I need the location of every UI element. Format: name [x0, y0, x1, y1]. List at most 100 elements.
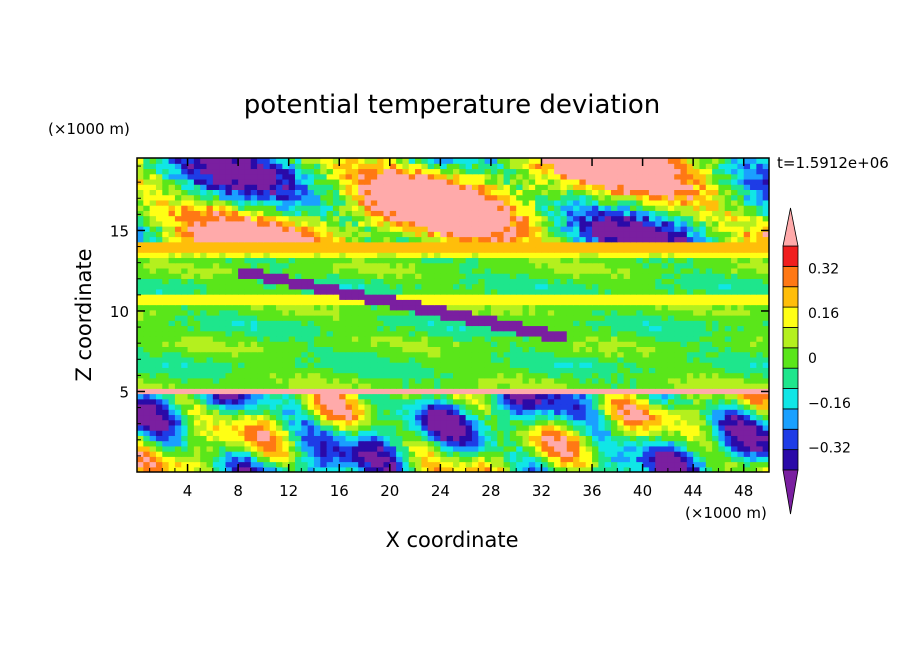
heatmap-cell [636, 398, 644, 405]
heatmap-cell [238, 335, 246, 342]
heatmap-cell [731, 226, 738, 232]
heatmap-cell [611, 288, 618, 295]
heatmap-cell [408, 383, 416, 389]
heatmap-cell [554, 372, 562, 379]
heatmap-cell [440, 241, 448, 248]
heatmap-cell [193, 236, 201, 243]
heatmap-cell [554, 419, 562, 426]
heatmap-cell [377, 335, 385, 342]
heatmap-cell [396, 430, 404, 436]
heatmap-cell [288, 414, 296, 421]
heatmap-cell [661, 283, 669, 290]
heatmap-cell [250, 351, 258, 358]
heatmap-cell [648, 294, 656, 300]
heatmap-cell [345, 320, 353, 327]
heatmap-cell [636, 309, 644, 316]
heatmap-cell [478, 220, 486, 227]
heatmap-cell [358, 362, 366, 368]
heatmap-cell [396, 210, 404, 217]
heatmap-cell [389, 294, 397, 300]
heatmap-cell [364, 241, 372, 248]
heatmap-cell [629, 383, 637, 389]
heatmap-cell [598, 252, 606, 259]
heatmap-cell [238, 325, 246, 332]
heatmap-cell [699, 299, 707, 306]
heatmap-cell [573, 346, 580, 353]
heatmap-cell [617, 372, 625, 379]
heatmap-cell [396, 451, 404, 457]
heatmap-cell [421, 283, 429, 290]
heatmap-cell [383, 257, 391, 264]
heatmap-cell [522, 304, 530, 311]
heatmap-cell [250, 419, 258, 426]
heatmap-cell [358, 466, 366, 472]
heatmap-cell [459, 403, 467, 410]
heatmap-cell [484, 403, 492, 410]
heatmap-cell [636, 356, 644, 363]
heatmap-cell [440, 304, 448, 311]
heatmap-cell [509, 294, 517, 300]
heatmap-cell [143, 246, 151, 253]
heatmap-cell [408, 388, 416, 395]
heatmap-cell [415, 210, 422, 217]
heatmap-cell [674, 367, 682, 374]
heatmap-cell [705, 377, 713, 384]
heatmap-cell [174, 372, 182, 379]
heatmap-cell [554, 403, 562, 410]
heatmap-cell [383, 288, 391, 295]
heatmap-cell [471, 409, 479, 416]
heatmap-cell [257, 330, 264, 337]
heatmap-cell [193, 440, 201, 447]
heatmap-cell [680, 393, 688, 400]
heatmap-cell [250, 273, 258, 279]
heatmap-cell [509, 246, 517, 253]
heatmap-cell [440, 461, 448, 468]
heatmap-cell [560, 236, 568, 243]
heatmap-cell [168, 215, 176, 222]
heatmap-cell [528, 210, 536, 217]
heatmap-cell [629, 403, 637, 410]
heatmap-cell [661, 372, 669, 379]
heatmap-cell [383, 226, 391, 232]
heatmap-cell [686, 341, 694, 347]
heatmap-cell [434, 241, 441, 248]
heatmap-cell [490, 398, 498, 405]
heatmap-cell [522, 325, 530, 332]
heatmap-cell [219, 466, 227, 472]
heatmap-cell [516, 267, 524, 274]
heatmap-cell [453, 346, 460, 353]
heatmap-cell [345, 299, 353, 306]
heatmap-cell [623, 383, 631, 389]
heatmap-cell [699, 451, 707, 457]
heatmap-cell [332, 398, 340, 405]
heatmap-cell [737, 409, 745, 416]
heatmap-cell [225, 246, 233, 253]
heatmap-cell [459, 241, 467, 248]
heatmap-cell [611, 257, 618, 264]
heatmap-cell [288, 341, 296, 347]
heatmap-cell [181, 288, 189, 295]
heatmap-cell [421, 367, 429, 374]
heatmap-cell [143, 440, 151, 447]
heatmap-cell [528, 267, 536, 274]
heatmap-cell [358, 430, 366, 436]
heatmap-cell [459, 440, 467, 447]
heatmap-cell [617, 445, 625, 452]
heatmap-cell [137, 283, 144, 290]
heatmap-cell [712, 304, 720, 311]
heatmap-cell [750, 377, 757, 384]
heatmap-cell [762, 367, 769, 374]
heatmap-cell [642, 236, 650, 243]
heatmap-cell [699, 403, 707, 410]
heatmap-cell [490, 388, 498, 395]
heatmap-cell [408, 257, 416, 264]
heatmap-cell [282, 362, 290, 368]
heatmap-cell [756, 388, 764, 395]
heatmap-cell [598, 461, 606, 468]
heatmap-cell [680, 341, 688, 347]
heatmap-cell [320, 325, 328, 332]
heatmap-cell [516, 445, 524, 452]
heatmap-cell [345, 430, 353, 436]
heatmap-cell [200, 409, 208, 416]
heatmap-cell [301, 346, 309, 353]
